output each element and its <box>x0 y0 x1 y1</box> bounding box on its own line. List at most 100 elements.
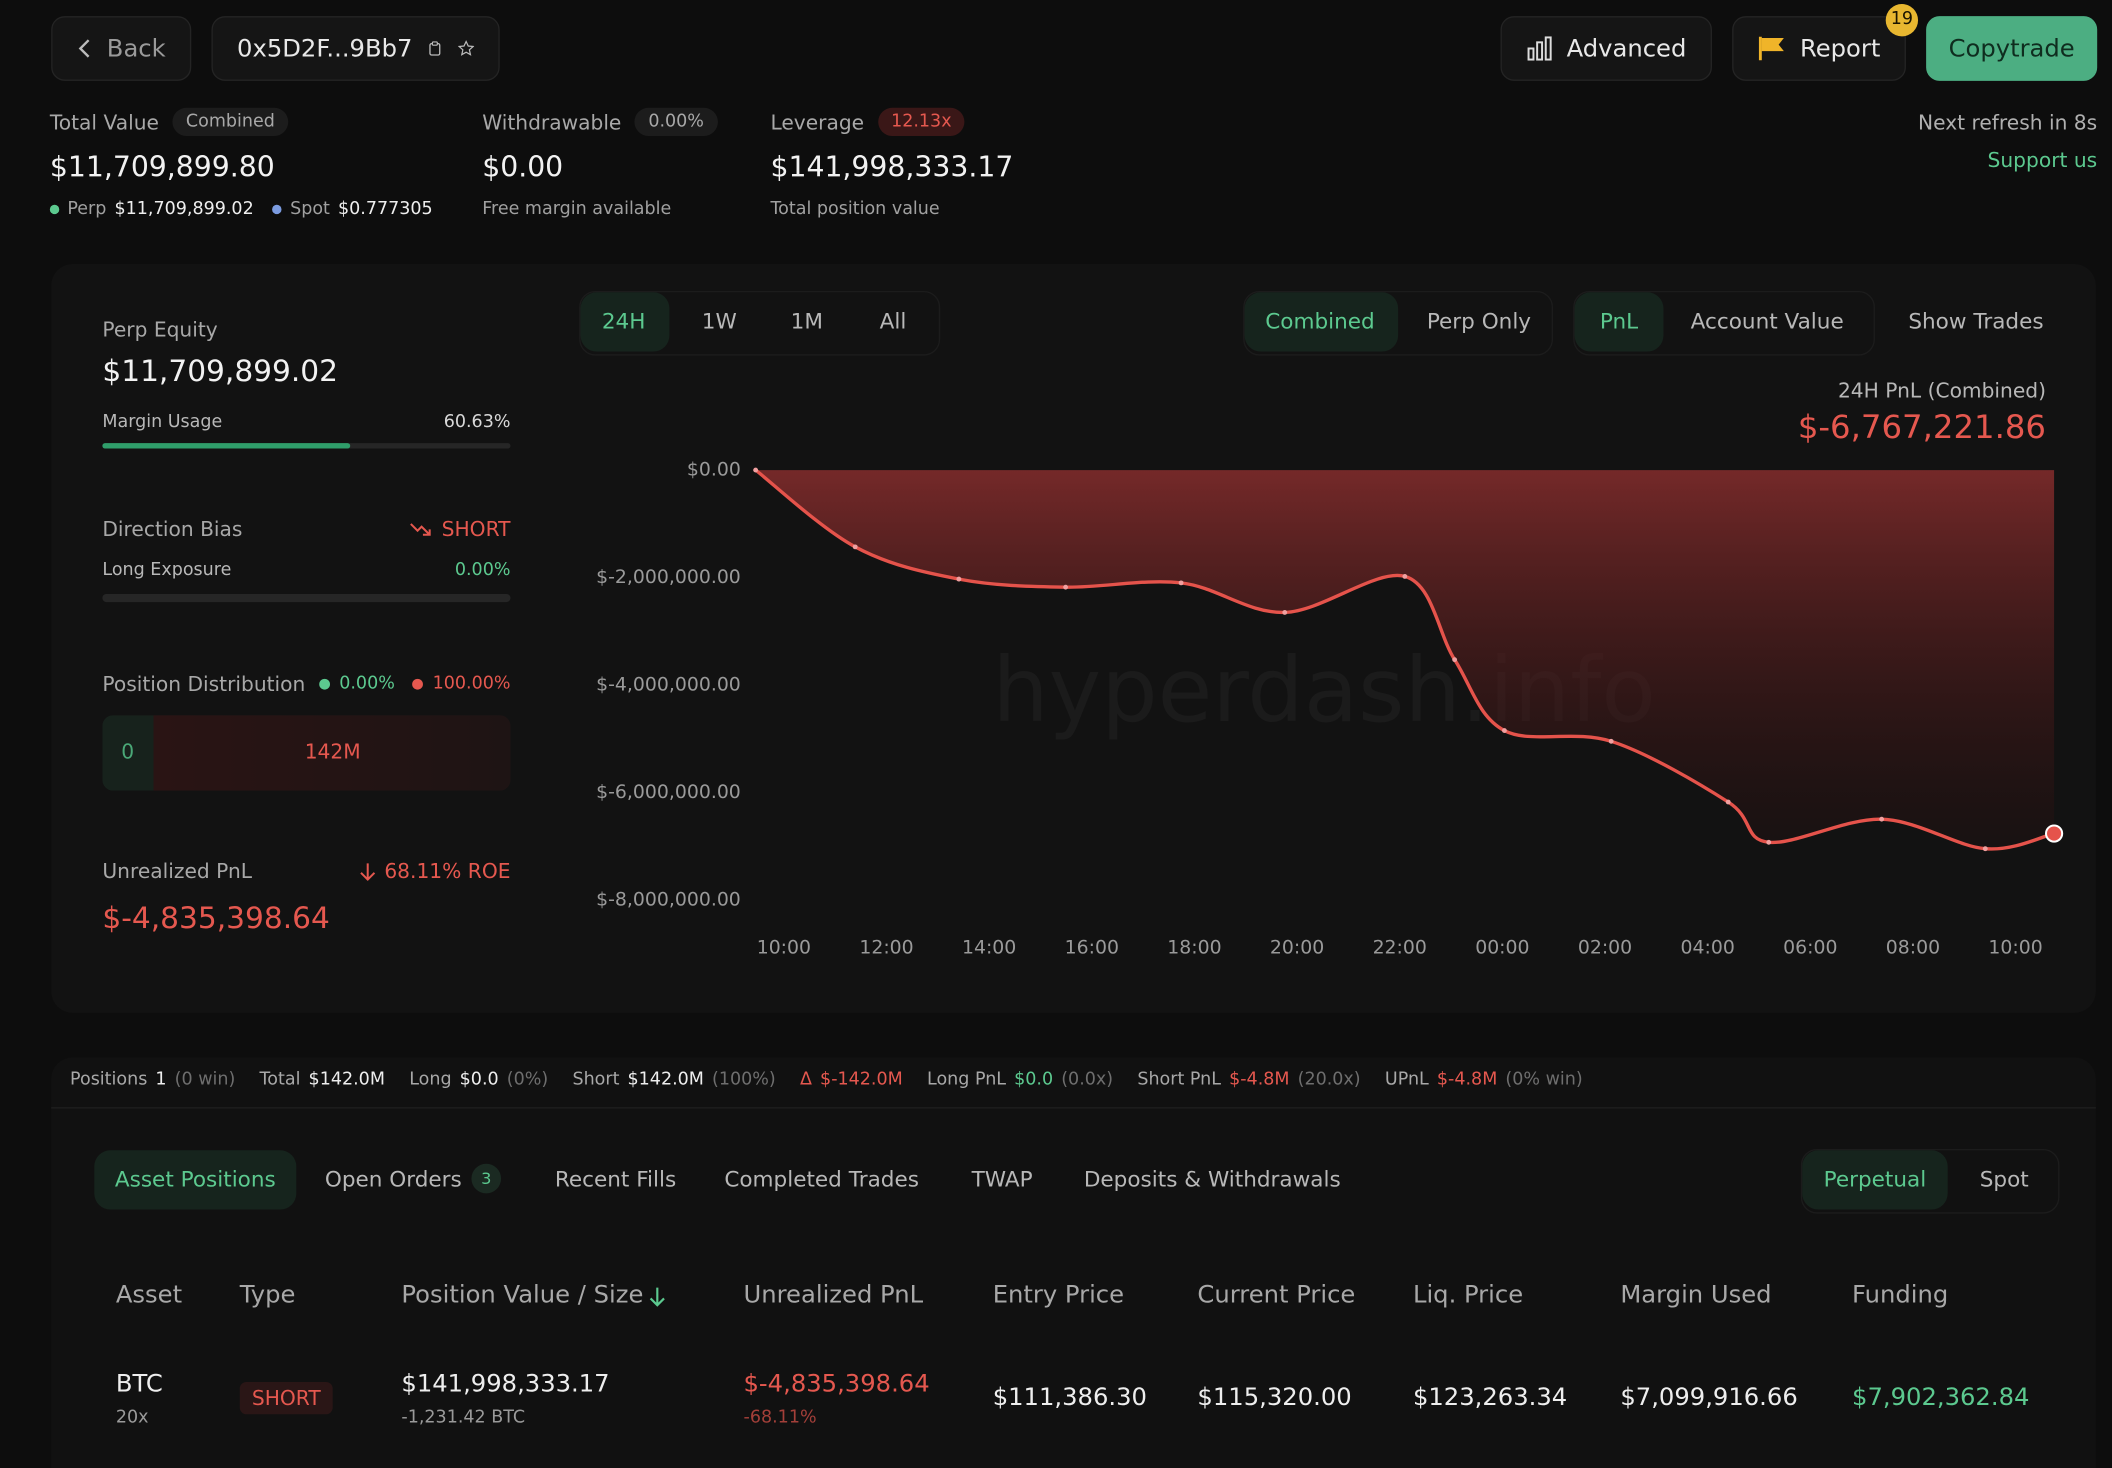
positions-panel <box>51 1057 2096 1468</box>
table-cell-sub: -1,231.42 BTC <box>401 1407 526 1428</box>
stat-label: Leverage <box>770 109 865 135</box>
position-tab[interactable]: Recent Fills <box>554 1166 677 1193</box>
chart-tab[interactable]: All <box>879 308 907 335</box>
short-segment <box>153 715 511 791</box>
table-cell-sub: -68.11% <box>743 1407 817 1428</box>
x-tick-label: 18:00 <box>1167 938 1221 959</box>
total-value-breakdown: Perp $11,709,899.02 Spot $0.777305 <box>49 199 433 220</box>
sort-icon[interactable] <box>648 1286 667 1308</box>
pnl-point <box>1501 728 1507 733</box>
table-header: Funding <box>1852 1280 1949 1310</box>
perp-equity-value: $11,709,899.02 <box>102 355 339 390</box>
arrow-down-icon <box>360 863 376 881</box>
table-cell: $115,320.00 <box>1197 1383 1352 1412</box>
market-tab[interactable]: Spot <box>1979 1166 2029 1193</box>
chart-tab[interactable]: 24H <box>601 308 646 335</box>
spot-label: Spot <box>290 199 330 220</box>
chart-tab[interactable]: PnL <box>1599 308 1639 335</box>
chart-tab[interactable]: Combined <box>1265 308 1375 335</box>
margin-usage-value: 60.63% <box>443 412 511 433</box>
position-tab[interactable]: TWAP <box>971 1166 1033 1193</box>
chart-tab[interactable]: 1M <box>790 308 823 335</box>
pnl-point <box>2044 824 2064 843</box>
position-tab[interactable]: Completed Trades <box>724 1166 919 1193</box>
table-header: Margin Used <box>1620 1280 1772 1310</box>
position-tab[interactable]: Asset Positions <box>114 1166 276 1193</box>
margin-usage-bar <box>102 443 350 449</box>
table-cell: $7,099,916.66 <box>1620 1383 1798 1412</box>
refresh-note: Next refresh in 8s <box>1918 110 2098 135</box>
spot-value: $0.777305 <box>337 199 433 220</box>
advanced-button[interactable]: Advanced <box>1500 16 1712 81</box>
show-trades-toggle[interactable]: Show Trades <box>1908 308 2044 335</box>
address-box: 0x5D2F...9Bb7 <box>211 16 500 81</box>
type-badge: SHORT <box>239 1381 333 1415</box>
long-segment-label: 0 <box>121 739 135 764</box>
chart-tab[interactable]: Perp Only <box>1426 308 1532 335</box>
summary-item: Long $0.0 (0%) <box>409 1069 548 1089</box>
x-tick-label: 00:00 <box>1475 938 1529 959</box>
report-badge: 19 <box>1885 4 1919 37</box>
summary-extra: (20.0x) <box>1297 1069 1361 1090</box>
bars-icon <box>1527 36 1552 61</box>
copy-icon[interactable] <box>429 36 442 60</box>
market-group <box>1800 1148 2060 1214</box>
summary-value: 1 <box>155 1069 167 1090</box>
support-link[interactable]: Support us <box>1987 148 2098 173</box>
summary-item: Short PnL $-4.8M (20.0x) <box>1137 1069 1360 1089</box>
trend-down-icon <box>409 523 431 536</box>
pnl-chart: hyperdash.info $0.00$-2,000,000.00$-4,00… <box>596 460 2064 959</box>
roe: 68.11% ROE <box>360 859 510 884</box>
stat-label: Withdrawable <box>482 109 622 135</box>
long-exposure-track <box>102 594 511 603</box>
metric-group <box>1573 290 1875 356</box>
active-market-bg <box>1802 1150 1948 1210</box>
active-tab-bg <box>94 1150 297 1210</box>
copytrade-button[interactable]: Copytrade <box>1926 16 2098 81</box>
summary-item: Long PnL $0.0 (0.0x) <box>927 1069 1113 1089</box>
y-tick-label: $-8,000,000.00 <box>596 889 741 910</box>
summary-label: Δ <box>799 1069 812 1090</box>
summary-label: Short <box>572 1069 620 1090</box>
margin-usage-label: Margin Usage <box>102 412 223 433</box>
pnl-line <box>754 468 2055 851</box>
position-tab[interactable]: Deposits & Withdrawals <box>1083 1166 1341 1193</box>
table-header[interactable]: Position Value / Size <box>401 1280 644 1310</box>
table-header: Type <box>239 1280 296 1310</box>
table-header: Entry Price <box>992 1280 1125 1310</box>
table-cell: $-4,835,398.64 <box>743 1369 930 1399</box>
summary-item: Short $142.0M (100%) <box>572 1069 775 1089</box>
x-tick-label: 12:00 <box>859 938 913 959</box>
summary-value: $142.0M <box>627 1069 704 1090</box>
pnl-area <box>755 470 2055 849</box>
summary-item: Positions 1 (0 win) <box>70 1069 235 1089</box>
x-tick-label: 20:00 <box>1270 938 1324 959</box>
chart-tab[interactable]: Account Value <box>1690 308 1844 335</box>
report-button[interactable]: Report <box>1732 16 1906 81</box>
y-tick-label: $-2,000,000.00 <box>596 567 741 588</box>
y-tick-label: $-6,000,000.00 <box>596 782 741 803</box>
market-tab[interactable]: Perpetual <box>1823 1166 1927 1193</box>
divider <box>51 1107 2096 1109</box>
star-icon[interactable] <box>457 35 475 62</box>
x-tick-label: 16:00 <box>1065 938 1119 959</box>
pnl-point <box>1766 839 1772 845</box>
active-metric <box>1574 292 1664 352</box>
direction-bias-label: Direction Bias <box>102 517 243 542</box>
chevron-icon <box>78 39 90 58</box>
summary-item: UPnL $-4.8M (0% win) <box>1385 1069 1583 1089</box>
active-range <box>580 292 670 352</box>
pnl-point <box>1879 816 1885 822</box>
advanced-label: Advanced <box>1566 34 1687 63</box>
summary-label: Total <box>259 1069 301 1090</box>
table-cell: $7,902,362.84 <box>1852 1383 2030 1412</box>
leverage-head: Leverage 12.13x <box>770 107 966 137</box>
perp-value: $11,709,899.02 <box>114 199 254 220</box>
position-tab[interactable]: Open Orders <box>324 1166 462 1193</box>
range-group <box>579 290 941 356</box>
chart-tab[interactable]: 1W <box>701 308 737 335</box>
short-segment-label: 142M <box>304 739 361 764</box>
summary-item: Total $142.0M <box>260 1069 385 1089</box>
stat-note: Free margin available <box>482 199 672 220</box>
back-button[interactable]: Back <box>51 16 192 81</box>
